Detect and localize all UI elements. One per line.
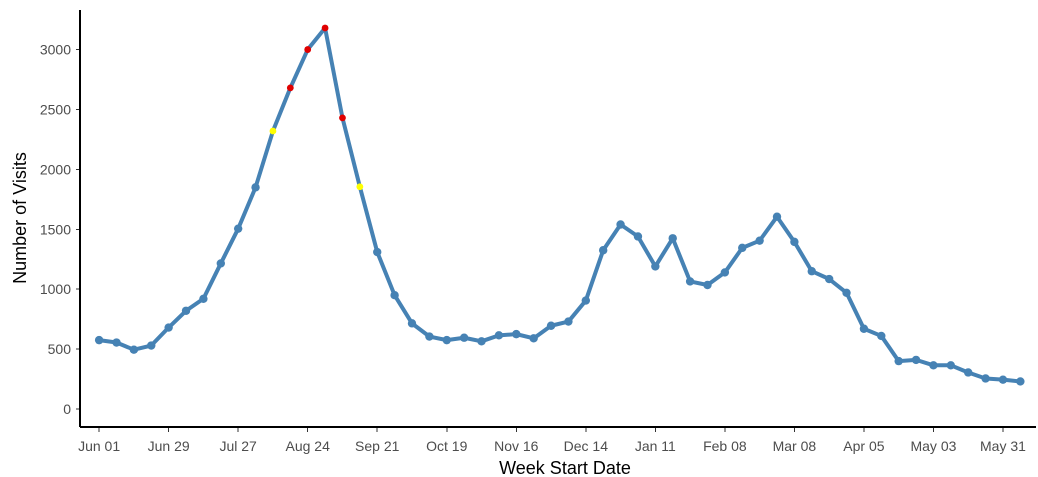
- y-tick-label: 0: [63, 401, 71, 417]
- data-point: [911, 355, 921, 365]
- x-tick-label: Jul 27: [219, 438, 257, 454]
- x-tick-label: Jun 29: [148, 438, 190, 454]
- data-point: [199, 294, 208, 303]
- y-tick-label: 3000: [40, 42, 71, 58]
- x-tick-label: Mar 08: [773, 438, 817, 454]
- data-point: [546, 321, 556, 330]
- x-tick-label: Jun 01: [78, 438, 120, 454]
- y-axis-ticks: 0 500 1000 1500 2000 2500 3000: [40, 42, 80, 417]
- data-point: [1016, 377, 1025, 386]
- data-point: [390, 290, 399, 300]
- data-point-highlight-yellow: [269, 127, 277, 135]
- data-point: [790, 237, 799, 247]
- data-point: [998, 375, 1008, 384]
- data-point: [494, 331, 504, 340]
- data-point: [373, 247, 382, 257]
- data-point-highlight-red: [304, 46, 312, 53]
- data-point: [842, 288, 851, 297]
- data-point: [929, 361, 938, 370]
- data-point: [616, 220, 625, 229]
- data-point: [512, 329, 521, 339]
- data-point: [703, 280, 712, 290]
- data-point-highlight-red: [321, 24, 329, 32]
- y-tick-label: 1500: [40, 221, 71, 237]
- x-tick-label: Apr 05: [843, 438, 884, 454]
- data-point: [564, 317, 573, 326]
- x-tick-label: Feb 08: [703, 438, 747, 454]
- data-point: [859, 324, 869, 333]
- y-axis-title: Number of Visits: [10, 152, 30, 284]
- data-point: [633, 232, 643, 241]
- data-point: [581, 296, 591, 305]
- series-layer: [94, 24, 1025, 386]
- x-axis-ticks: Jun 01 Jun 29 Jul 27 Aug 24 Sep 21 Oct 19 Nov …: [78, 427, 1026, 454]
- data-point: [738, 243, 747, 253]
- data-point: [233, 224, 243, 233]
- data-point: [251, 183, 260, 192]
- x-tick-label: May 31: [980, 438, 1026, 454]
- series-line: [97, 25, 1023, 384]
- x-tick-label: Nov 16: [494, 438, 539, 454]
- y-tick-label: 1000: [40, 281, 71, 297]
- data-point: [964, 368, 973, 377]
- x-tick-label: Dec 14: [564, 438, 609, 454]
- data-point: [824, 274, 834, 284]
- data-point: [112, 338, 121, 347]
- data-point: [877, 331, 886, 341]
- y-tick-label: 2000: [40, 161, 71, 177]
- x-tick-label: Aug 24: [286, 438, 331, 454]
- data-point: [720, 268, 730, 277]
- data-point-highlight-red: [286, 84, 294, 92]
- data-point: [651, 262, 660, 271]
- y-tick-label: 500: [48, 341, 72, 357]
- data-point: [425, 332, 434, 341]
- data-point: [755, 236, 764, 245]
- data-point: [668, 234, 677, 243]
- data-point: [459, 333, 469, 342]
- data-point: [147, 341, 156, 350]
- data-point: [685, 277, 695, 286]
- data-point: [477, 337, 486, 346]
- x-tick-label: Jan 11: [635, 438, 676, 454]
- data-point: [529, 334, 538, 343]
- x-tick-label: Oct 19: [426, 438, 467, 454]
- data-point: [772, 212, 782, 221]
- x-tick-label: May 03: [910, 438, 956, 454]
- x-tick-label: Sep 21: [355, 438, 400, 454]
- data-point: [164, 323, 173, 332]
- data-point: [807, 267, 816, 276]
- data-point-highlight-yellow: [356, 183, 364, 191]
- data-point: [129, 345, 139, 354]
- x-axis-title: Week Start Date: [499, 458, 631, 477]
- data-point: [216, 259, 225, 268]
- data-point: [442, 335, 451, 345]
- data-point: [407, 319, 417, 328]
- data-point: [598, 246, 608, 255]
- data-point: [94, 335, 104, 345]
- data-point-highlight-red: [339, 114, 346, 122]
- data-point: [894, 356, 903, 366]
- data-point: [946, 361, 956, 370]
- data-point: [981, 374, 990, 383]
- data-point: [181, 306, 191, 315]
- y-tick-label: 2500: [40, 101, 71, 117]
